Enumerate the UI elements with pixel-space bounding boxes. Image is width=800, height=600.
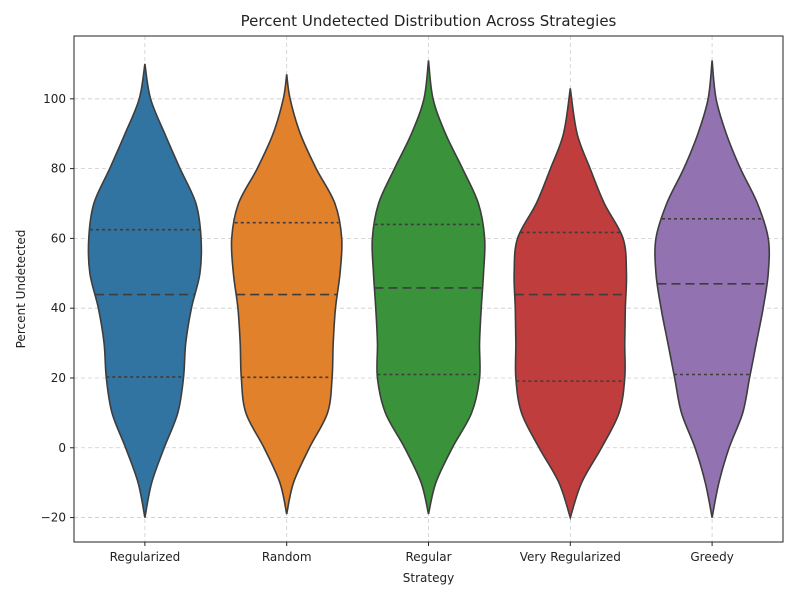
y-axis-title: Percent Undetected [14,230,28,349]
y-tick-label: −20 [41,511,66,525]
violin-very-regularized [513,88,628,521]
y-tick-label: 20 [51,371,66,385]
y-tick-label: 0 [58,441,66,455]
plot-frame [73,35,784,543]
violin-regular [371,60,486,515]
violin-body [654,60,771,518]
x-tick-label: Very Regularized [520,550,621,564]
x-tick-label: Regular [405,550,451,564]
violin-regularized [87,63,203,518]
violin-body [371,60,486,515]
violin-layer [87,60,771,521]
y-tick-label: 40 [51,301,66,315]
violin-greedy [654,60,771,518]
x-tick-label: Regularized [110,550,181,564]
chart-title: Percent Undetected Distribution Across S… [241,12,617,30]
x-tick-label: Greedy [690,550,733,564]
violin-body [513,88,628,521]
y-tick-label: 100 [43,92,66,106]
violin-random [230,74,343,515]
violin-body [87,63,203,518]
tick-layer: −20 0 20 40 60 80 100 Regularized Random Regular V… [41,92,734,564]
x-axis-title: Strategy [403,571,454,585]
y-tick-label: 60 [51,231,66,245]
y-tick-label: 80 [51,162,66,176]
x-tick-label: Random [262,550,312,564]
